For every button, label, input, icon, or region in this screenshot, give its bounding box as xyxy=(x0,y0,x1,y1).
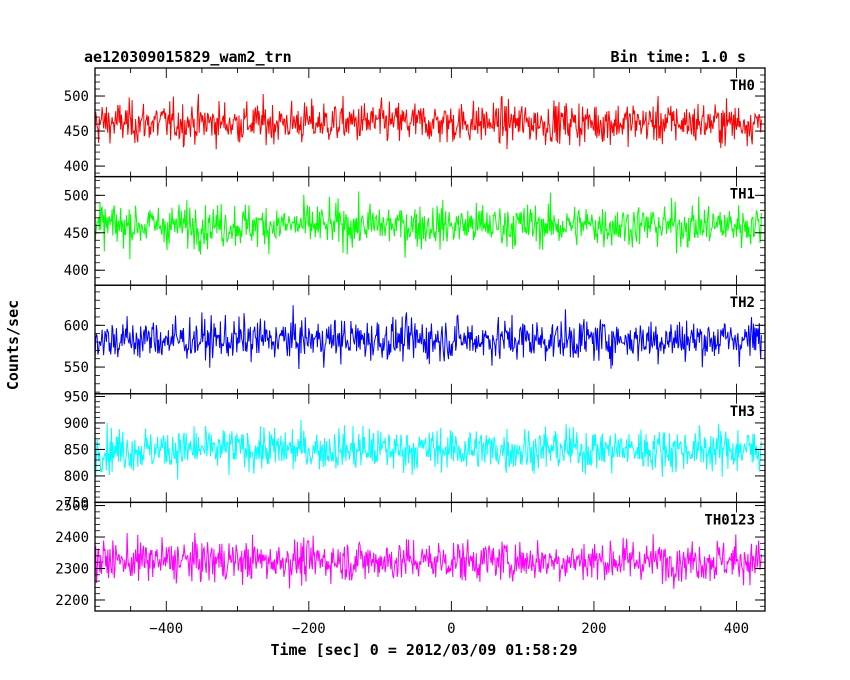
panel-th0: TH0 400 450 500 xyxy=(64,67,766,178)
series-line-th0123 xyxy=(95,532,762,589)
x-tick-label: −200 xyxy=(292,621,326,637)
y-tick-label: 450 xyxy=(64,226,89,242)
y-axis-label: Counts/sec xyxy=(4,300,22,390)
y-tick-label: 950 xyxy=(64,389,89,405)
y-tick-label: 850 xyxy=(64,442,89,458)
x-axis-label: Time [sec] 0 = 2012/03/09 01:58:29 xyxy=(270,641,577,659)
panel-label: TH2 xyxy=(730,295,755,311)
series-line-th0 xyxy=(95,93,762,150)
panel-label: TH0123 xyxy=(704,512,755,528)
panel-th1: TH1 400 450 500 xyxy=(64,175,766,286)
panel-th3: TH3 750 800 850 900 950 xyxy=(64,389,766,511)
y-tick-label: 550 xyxy=(64,360,89,376)
x-tick-label: −400 xyxy=(149,621,183,637)
panel-label: TH0 xyxy=(730,78,755,94)
y-tick-label: 800 xyxy=(64,469,89,485)
panel-th0123: TH0123 2200 2300 2400 2500 xyxy=(55,499,766,612)
panel-label: TH1 xyxy=(730,187,755,203)
y-tick-label: 450 xyxy=(64,124,89,140)
y-tick-label: 400 xyxy=(64,159,89,175)
y-tick-label: 2500 xyxy=(55,499,89,515)
y-tick-label: 400 xyxy=(64,263,89,279)
panel-th2: TH2 550 600 xyxy=(64,284,766,395)
bin-time-label: Bin time: 1.0 s xyxy=(611,48,746,66)
panel-frame xyxy=(94,175,766,286)
panel-label: TH3 xyxy=(730,404,755,420)
y-tick-label: 2300 xyxy=(55,562,89,578)
x-tick-label: 200 xyxy=(581,621,606,637)
series-line-th3 xyxy=(95,419,762,480)
chart-title: ae120309015829_wam2_trn xyxy=(84,48,292,66)
y-tick-label: 2200 xyxy=(55,593,89,609)
panel-frame xyxy=(94,501,766,612)
x-tick-label: 0 xyxy=(447,621,455,637)
y-tick-label: 600 xyxy=(64,318,89,334)
y-tick-label: 500 xyxy=(64,89,89,105)
y-tick-label: 750 xyxy=(64,495,89,511)
y-tick-label: 2400 xyxy=(55,530,89,546)
x-tick-label: 400 xyxy=(724,621,749,637)
series-line-th1 xyxy=(95,191,762,260)
series-line-th2 xyxy=(95,305,762,370)
panels-group: TH0 400 450 500 TH1 400 450 500 TH2 550 600 TH3 750 8… xyxy=(55,67,766,637)
y-tick-label: 900 xyxy=(64,416,89,432)
y-tick-label: 500 xyxy=(64,188,89,204)
